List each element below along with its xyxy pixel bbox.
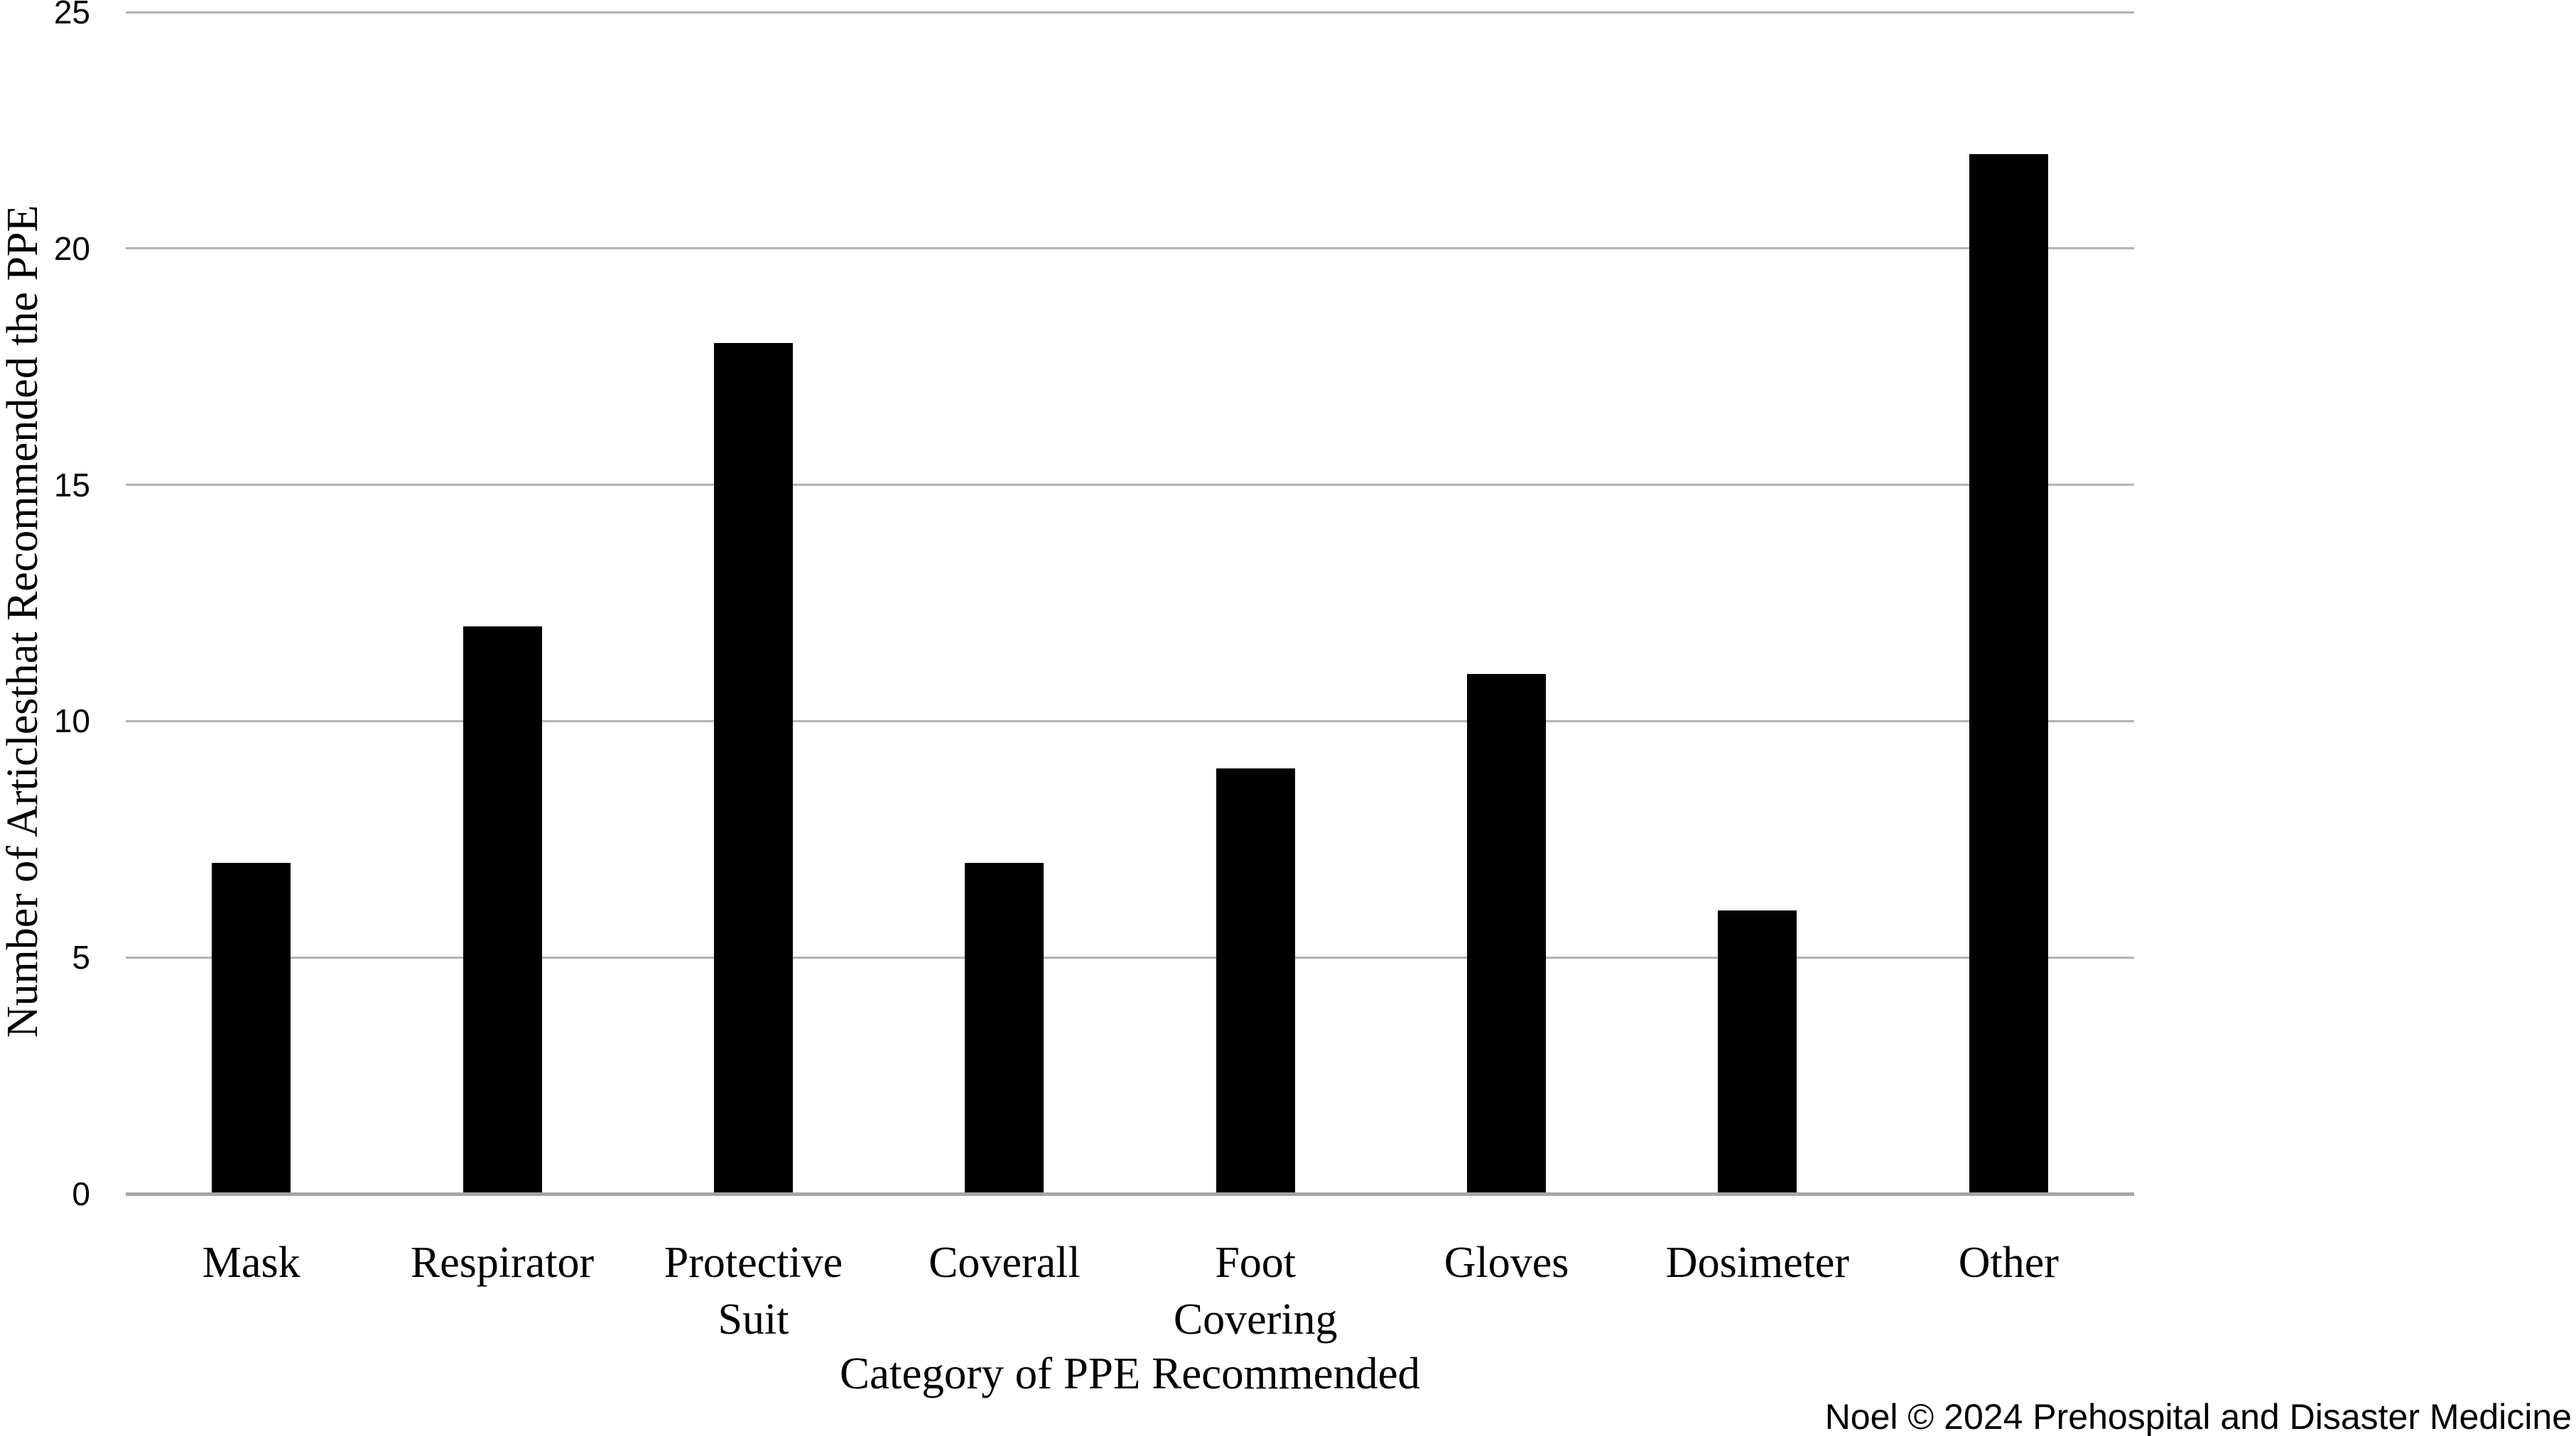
x-category-label-mask: Mask [202, 1239, 301, 1287]
x-category-label-dosimeter: Dosimeter [1665, 1239, 1850, 1287]
bar-protective-suit [713, 342, 793, 1194]
y-tick-label-15: 15 [53, 466, 90, 504]
bar-foot-covering [1216, 768, 1295, 1194]
y-tick-label-5: 5 [72, 939, 90, 977]
gridline-15 [126, 484, 2134, 486]
x-category-label-gloves: Gloves [1444, 1239, 1569, 1287]
y-tick-label-10: 10 [53, 702, 90, 740]
y-tick-label-25: 25 [53, 0, 90, 31]
x-category-label-foot-covering: Foot Covering [1173, 1239, 1338, 1344]
bar-mask [212, 863, 291, 1194]
gridline-25 [126, 11, 2134, 13]
gridline-5 [126, 956, 2134, 959]
y-tick-label-20: 20 [53, 229, 90, 267]
x-category-label-other: Other [1958, 1239, 2059, 1287]
bar-respirator [462, 626, 542, 1194]
x-category-label-protective-suit: Protective Suit [664, 1239, 843, 1344]
plot-area: 0 5 10 15 20 25 [54, 0, 2134, 1212]
bar-dosimeter [1718, 910, 1797, 1194]
x-category-label-coverall: Coverall [929, 1239, 1081, 1287]
gridline-0 [126, 1192, 2134, 1196]
x-category-label-respirator: Respirator [410, 1239, 595, 1287]
bar-coverall [965, 863, 1044, 1194]
gridline-10 [126, 719, 2134, 722]
attribution: Noel © 2024 Prehospital and Disaster Med… [1824, 1397, 2572, 1436]
bar-other [1969, 153, 2048, 1194]
x-axis-title: Category of PPE Recommended [839, 1349, 1421, 1398]
y-tick-label-0: 0 [72, 1175, 90, 1212]
gridline-20 [126, 247, 2134, 250]
bar-gloves [1467, 673, 1547, 1194]
